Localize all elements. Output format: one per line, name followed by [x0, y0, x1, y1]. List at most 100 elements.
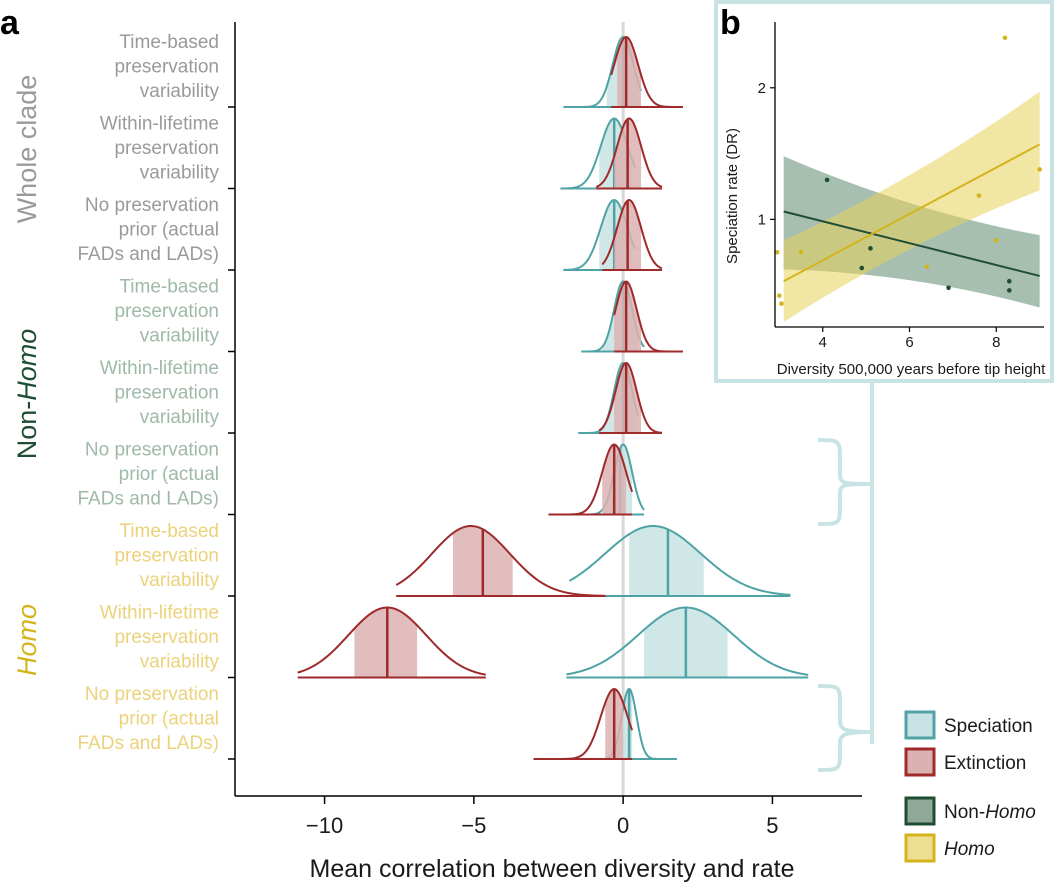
- extinction-density-curve: [395, 524, 606, 597]
- ridge-extinction: [595, 117, 663, 190]
- group-label: Whole clade: [12, 75, 42, 224]
- group-label-part: Whole clade: [12, 75, 42, 224]
- panel-a-label: a: [0, 4, 20, 42]
- row-label-line: No preservation: [85, 684, 219, 705]
- row-label-line: variability: [140, 407, 220, 428]
- extinction-credible-interval: [614, 281, 642, 352]
- connectors: [817, 380, 874, 772]
- x-axis-title: Mean correlation between diversity and r…: [310, 855, 795, 883]
- legend-item: Speciation: [904, 710, 1033, 740]
- row-label-line: Time-based: [119, 277, 219, 298]
- legend-item: Homo: [904, 833, 995, 863]
- row-label-line: preservation: [114, 138, 219, 159]
- row-label-line: FADs and LADs): [78, 489, 220, 510]
- row-labels: Time-based preservation variability Within-…: [78, 32, 220, 754]
- scatter-point: [976, 193, 982, 198]
- speciation-density-curve: [566, 606, 809, 676]
- row-label-line: No preservation: [85, 195, 219, 216]
- scatter-point: [1037, 167, 1042, 172]
- ridge-extinction: [601, 198, 663, 271]
- row-label-line: No preservation: [85, 440, 219, 461]
- x-tick-label: 0: [617, 813, 629, 838]
- extinction-density-curve: [548, 443, 634, 516]
- scatter-x-axis-title: Diversity 500,000 years before tip heigh…: [777, 361, 1046, 378]
- legend-label: Speciation: [944, 716, 1033, 737]
- scatter-point: [993, 238, 999, 243]
- panel-b-label: b: [720, 4, 741, 42]
- scatter-point: [859, 265, 865, 271]
- legend-label: Extinction: [944, 753, 1026, 774]
- legend-swatch: [904, 796, 936, 826]
- row-label-line: variability: [140, 570, 220, 591]
- row-label-line: Within-lifetime: [100, 603, 219, 624]
- scatter-point: [774, 249, 780, 255]
- ridges: [297, 35, 809, 760]
- legend-label-italic: Homo: [985, 802, 1036, 823]
- scatter-point: [777, 293, 782, 298]
- x-ticks: −10 −5 0 5: [306, 796, 779, 838]
- scatter-point: [779, 301, 784, 306]
- brace-non-homo: [817, 438, 873, 526]
- scatter-point: [1002, 35, 1008, 41]
- ridge-speciation: [568, 524, 791, 597]
- extinction-density-curve: [595, 117, 663, 188]
- row-label-line: FADs and LADs): [78, 733, 220, 754]
- extinction-density-curve: [598, 361, 663, 434]
- row-label-line: Time-based: [119, 521, 219, 542]
- ridge-extinction: [610, 35, 683, 108]
- row-label-line: FADs and LADs): [78, 244, 220, 265]
- legend-item: Non-Homo: [904, 796, 1036, 826]
- confidence-band: [783, 91, 1040, 322]
- legend-swatch: [904, 833, 936, 863]
- speciation-credible-interval: [629, 525, 704, 596]
- legend-label-part: Extinction: [944, 753, 1026, 774]
- scatter-point: [924, 264, 930, 270]
- extinction-density-curve: [601, 198, 663, 270]
- group-label: Non-Homo: [12, 329, 42, 460]
- scatter-plot: 4 6 8 1 2: [758, 22, 1044, 351]
- ridge-extinction: [297, 606, 486, 679]
- row-label-line: prior (actual: [119, 464, 219, 485]
- row-label-line: variability: [140, 81, 220, 102]
- row-label-line: Within-lifetime: [100, 114, 219, 135]
- x-tick-label: 5: [766, 813, 778, 838]
- extinction-density-curve: [610, 35, 683, 108]
- ridge-extinction: [598, 361, 663, 434]
- panel-b: b 4 6 8 1 2 Diversity 500,000 years before t…: [714, 0, 1054, 383]
- x-tick-label: −5: [461, 813, 486, 838]
- legend-swatch: [904, 710, 936, 740]
- row-label-line: variability: [140, 163, 220, 184]
- legend-label: Homo: [944, 839, 995, 860]
- legend-label-part: Non-: [944, 802, 985, 823]
- row-label-line: preservation: [114, 383, 219, 404]
- group-label-part: Homo: [12, 329, 42, 401]
- legend-label: Non-Homo: [944, 802, 1036, 823]
- brace-homo: [817, 684, 873, 772]
- y-ticks: [228, 106, 235, 760]
- row-label-line: variability: [140, 652, 220, 673]
- extinction-credible-interval: [614, 362, 642, 433]
- row-label-line: preservation: [114, 57, 219, 78]
- scatter-y-tick-label: 2: [758, 80, 766, 97]
- row-label-line: Time-based: [119, 32, 219, 53]
- row-label-line: preservation: [114, 301, 219, 322]
- legend-item: Extinction: [904, 747, 1026, 777]
- group-label-part: Non-: [12, 401, 42, 460]
- group-label-part: Homo: [12, 604, 42, 676]
- regression-line: [783, 210, 1040, 277]
- scatter-point: [824, 177, 830, 183]
- speciation-density-curve: [568, 524, 791, 596]
- extinction-density-curve: [613, 280, 683, 353]
- row-label-line: prior (actual: [119, 220, 219, 241]
- ridge-extinction: [395, 524, 606, 597]
- extinction-credible-interval: [354, 607, 418, 678]
- legend-swatch: [904, 747, 936, 777]
- scatter-point: [1006, 288, 1012, 293]
- ridge-speciation: [566, 606, 809, 679]
- legend-label-italic: Homo: [944, 839, 995, 860]
- scatter-x-tick-label: 8: [992, 334, 1000, 351]
